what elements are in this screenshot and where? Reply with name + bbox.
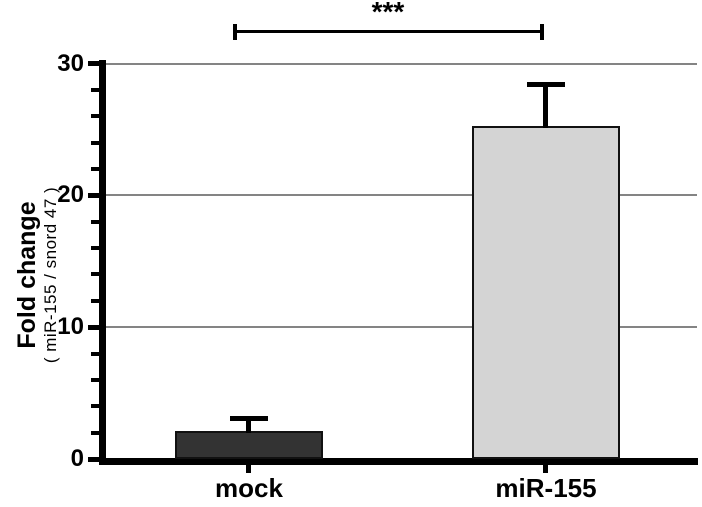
error-bar-cap-mock: [230, 415, 268, 421]
x-label-mir155: miR-155: [495, 473, 597, 503]
x-tick-mir155: [543, 465, 548, 473]
y-major-tick-20: [88, 192, 99, 198]
gridline-30: [104, 62, 697, 65]
y-minor-tick: [91, 298, 99, 303]
y-major-tick-0: [88, 456, 99, 462]
gridline-10: [104, 326, 697, 329]
y-minor-tick: [91, 272, 99, 277]
x-label-mock: mock: [215, 473, 283, 503]
y-minor-tick: [91, 246, 99, 251]
significance-bracket-line: [233, 30, 544, 33]
y-minor-tick: [91, 140, 99, 145]
y-minor-tick: [91, 219, 99, 224]
y-axis-spine: [99, 60, 106, 465]
y-tick-label-20: 20: [57, 181, 84, 209]
significance-stars: ***: [371, 0, 405, 27]
y-major-tick-10: [88, 324, 99, 330]
y-major-tick-30: [88, 61, 99, 67]
significance-bracket-right-cap: [540, 24, 544, 40]
error-bar-cap-mir155: [527, 82, 565, 88]
y-minor-tick: [91, 167, 99, 172]
y-tick-label-0: 0: [70, 445, 84, 472]
error-bar-stem-mir155: [543, 82, 548, 128]
bar-mock: [175, 431, 323, 459]
y-minor-tick: [91, 404, 99, 409]
y-minor-tick: [91, 351, 99, 356]
error-bar-stem-mock: [246, 415, 251, 434]
bar-mir155: [472, 125, 620, 459]
y-minor-tick: [91, 377, 99, 382]
y-minor-tick: [91, 430, 99, 435]
gridline-20: [104, 194, 697, 197]
y-tick-label-10: 10: [57, 313, 84, 341]
y-tick-label-30: 30: [57, 49, 84, 77]
significance-bracket-left-cap: [233, 24, 237, 40]
x-axis-baseline: [99, 458, 698, 465]
y-minor-tick: [91, 87, 99, 92]
x-tick-mock: [246, 465, 251, 473]
y-minor-tick: [91, 114, 99, 119]
